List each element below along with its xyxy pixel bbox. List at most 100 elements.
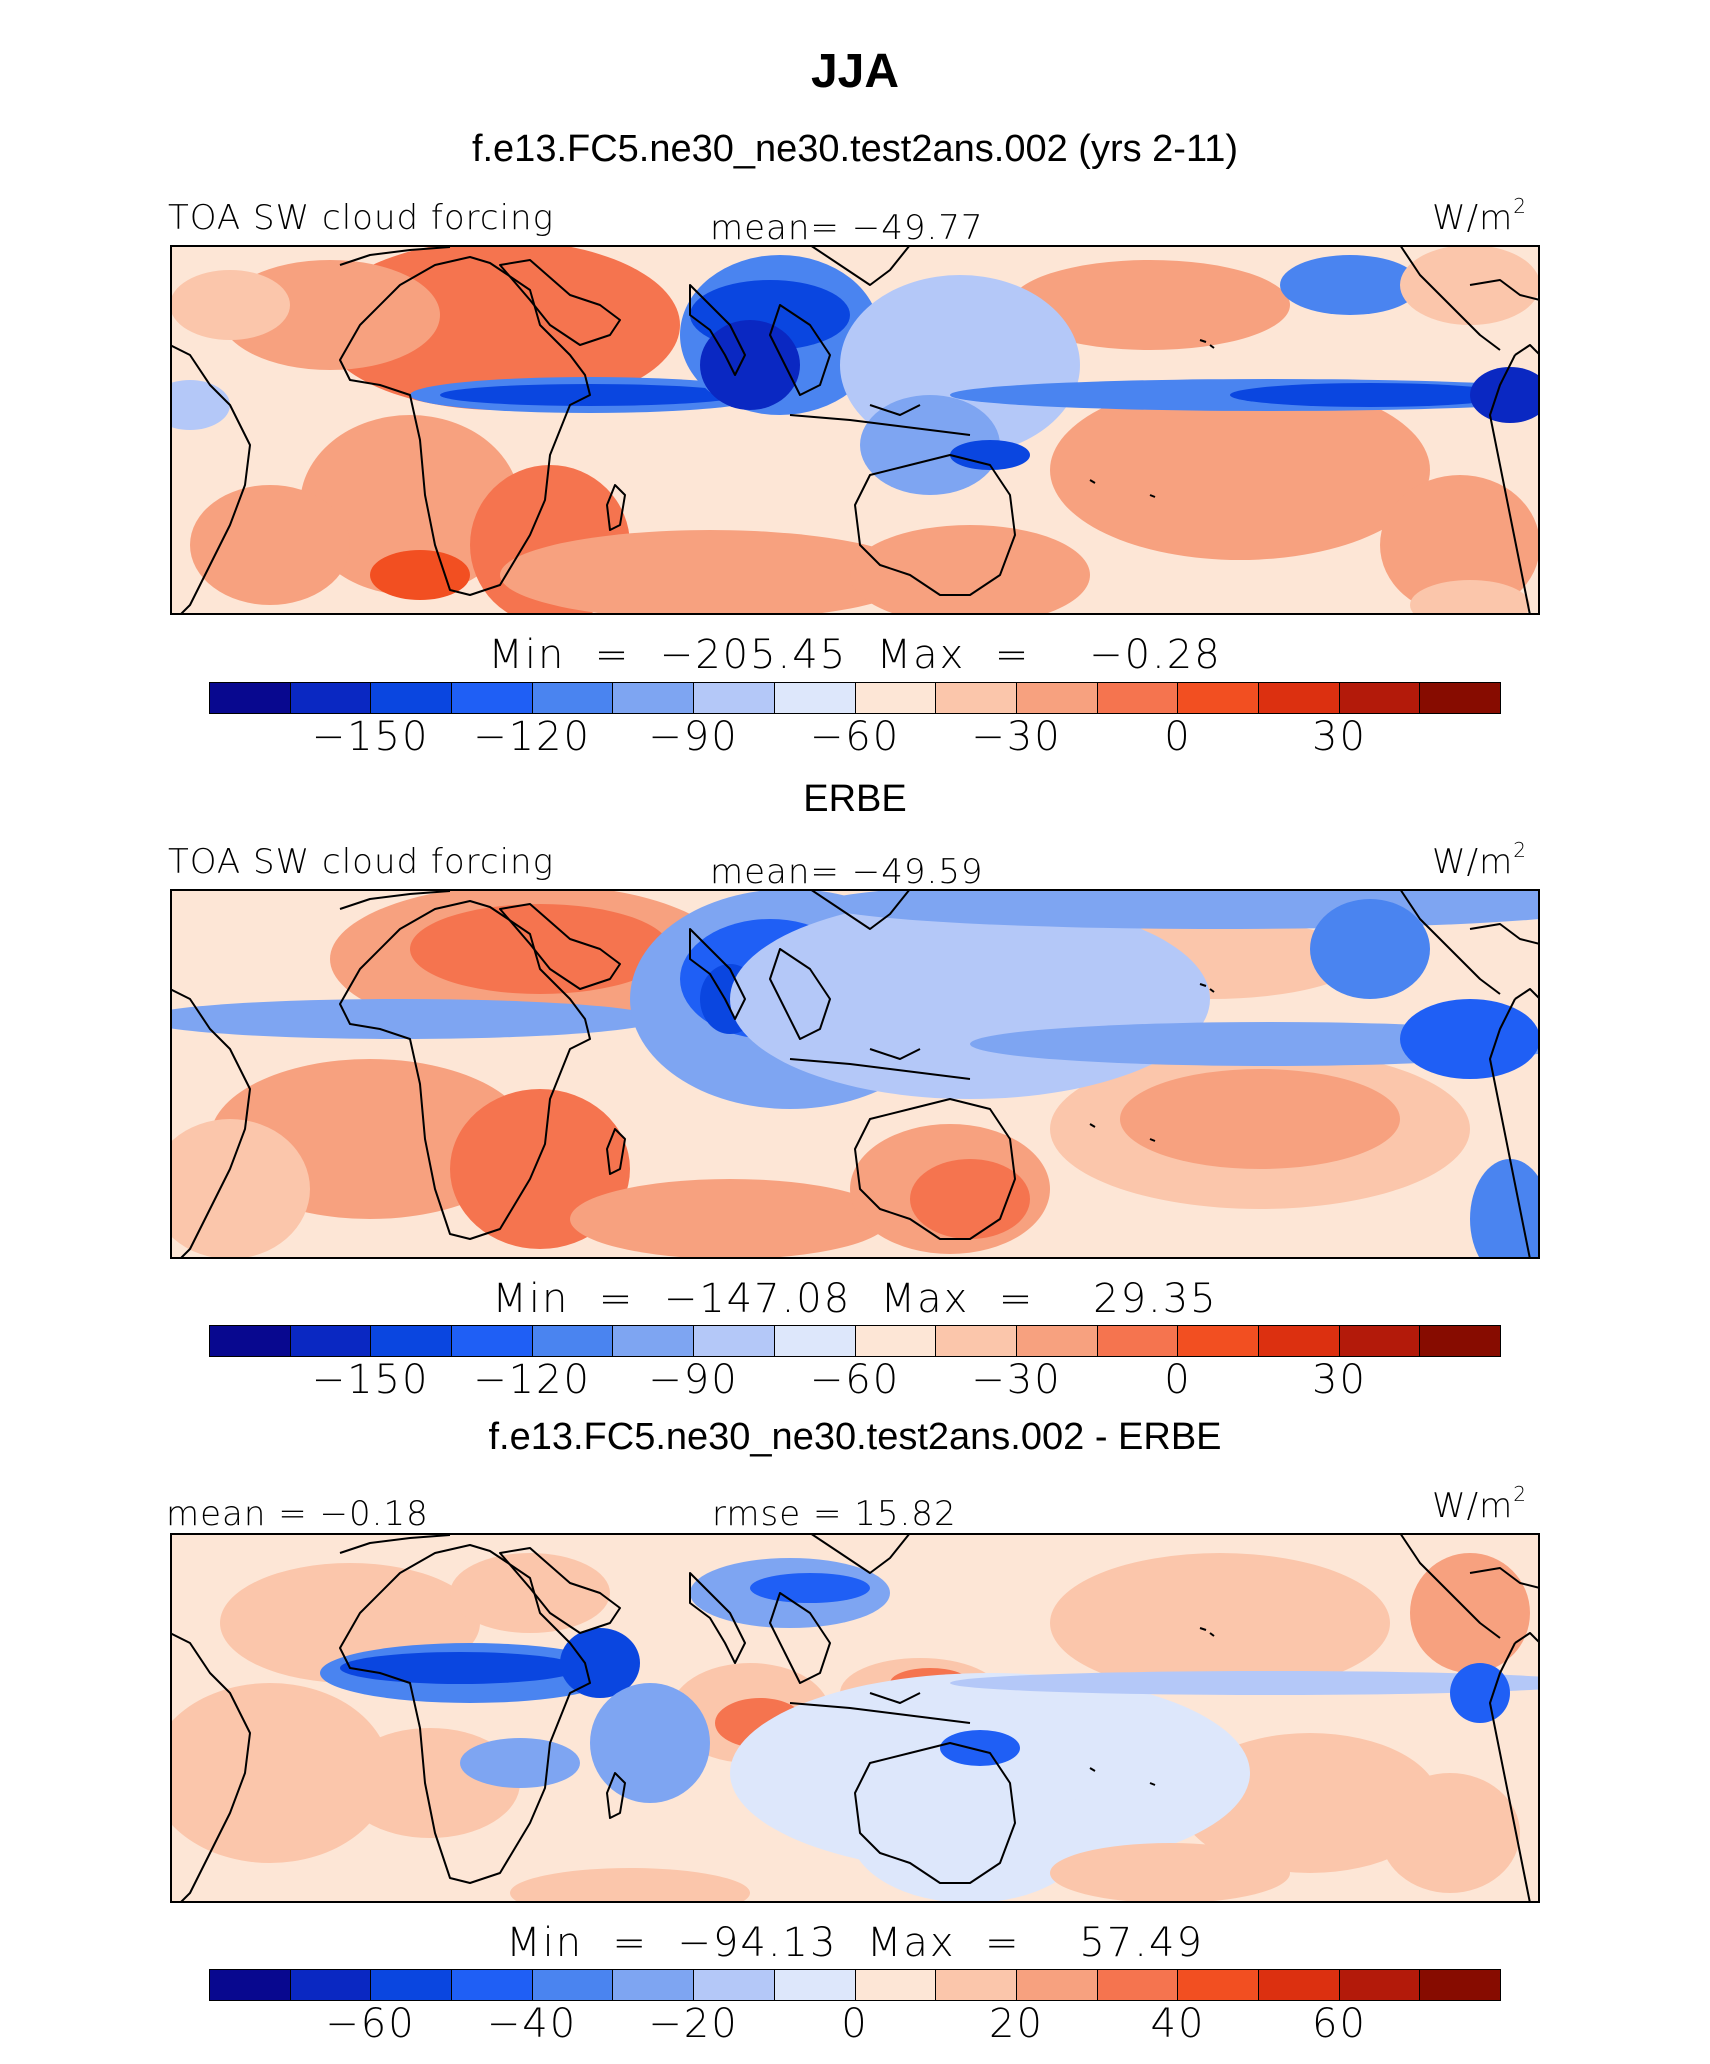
colorbar-box [694, 1970, 775, 2000]
coastline [689, 284, 746, 376]
colorbar-box [371, 1326, 453, 1356]
colorbar-tick-label: −120 [473, 1357, 591, 1403]
coastline [1514, 988, 1540, 1000]
colorbar-box [613, 683, 695, 713]
colorbar-box [1097, 1326, 1179, 1356]
coastline [1149, 494, 1156, 498]
map-frame [170, 1533, 1540, 1903]
contour-region [940, 1730, 1020, 1766]
contour-region [340, 1652, 580, 1684]
colorbar-box [1258, 683, 1340, 713]
colorbar-box [936, 1326, 1017, 1356]
colorbar-box [1339, 1970, 1421, 2000]
coastline [809, 245, 911, 286]
coastline [1399, 245, 1501, 351]
panel-2-variable-label: TOA SW cloud forcing [168, 842, 554, 882]
contour-region [590, 1683, 710, 1803]
colorbar-box [1178, 1970, 1259, 2000]
contour-region [510, 1868, 750, 1903]
contour-region [1450, 1663, 1510, 1723]
coastline [499, 1547, 621, 1634]
coastline [1199, 339, 1207, 343]
panel-1-minmax: Min = −205.45 Max = −0.28 [488, 632, 1222, 678]
coastline [339, 1534, 451, 1554]
colorbar-box [936, 683, 1017, 713]
panel-1-colorbar-ticks: −150 −120 −90 −60 −30 0 30 [0, 714, 1710, 764]
contour-region [460, 1738, 580, 1788]
coastline [769, 304, 831, 396]
colorbar-box [532, 683, 614, 713]
contour-region [1310, 899, 1430, 999]
contour-region [190, 485, 350, 605]
coastline [1209, 344, 1215, 349]
colorbar-box [371, 683, 453, 713]
contour-region [950, 440, 1030, 470]
coastline [339, 1544, 591, 1884]
colorbar-box [210, 1326, 291, 1356]
coastline [1399, 1533, 1501, 1639]
coastline [1514, 1632, 1540, 1644]
colorbar-box [290, 683, 372, 713]
coastline [1489, 1642, 1531, 1903]
coastline [854, 454, 1016, 596]
contour-region [850, 1763, 1090, 1903]
coastline [769, 948, 831, 1040]
colorbar-tick-label: −60 [325, 2001, 416, 2047]
contour-region [700, 320, 800, 410]
panel-2-colorbar [209, 1325, 1501, 1357]
colorbar-box [694, 683, 775, 713]
colorbar-box [1178, 683, 1259, 713]
coastline [789, 414, 971, 436]
coastline [1489, 354, 1531, 615]
colorbar-box [613, 1326, 695, 1356]
contour-region [750, 1573, 870, 1603]
coastline [1399, 889, 1501, 995]
contour-region [170, 1119, 310, 1259]
contour-region [1230, 383, 1510, 407]
colorbar-box [1258, 1326, 1340, 1356]
colorbar-box [855, 1326, 937, 1356]
contour-region [1010, 260, 1290, 350]
figure-title: JJA [810, 45, 900, 98]
coastline [854, 1742, 1016, 1884]
coastline [499, 903, 621, 990]
colorbar-box [936, 1970, 1017, 2000]
coastline [170, 988, 251, 1259]
colorbar-tick-label: 0 [1164, 714, 1192, 760]
coastline [499, 259, 621, 346]
map-frame [170, 889, 1540, 1259]
colorbar-box [1097, 683, 1179, 713]
coastline [769, 1592, 831, 1684]
colorbar-box [532, 1970, 614, 2000]
contour-region [370, 550, 470, 600]
contour-region [170, 380, 230, 430]
contour-region [170, 270, 290, 340]
contour-region [1120, 1069, 1400, 1169]
coastline [789, 1058, 971, 1080]
colorbar-box [855, 683, 937, 713]
contour-region [1280, 255, 1420, 315]
coastline [170, 344, 251, 615]
panel-1-variable-label: TOA SW cloud forcing [168, 198, 554, 238]
contour-region [410, 904, 670, 994]
panel-1-heading: f.e13.FC5.ne30_ne30.test2ans.002 (yrs 2-… [471, 128, 1239, 170]
colorbar-box [774, 1970, 856, 2000]
coastline [1089, 1123, 1096, 1128]
coastline [689, 1572, 746, 1664]
panel-2-mean-label: mean= −49.59 [710, 852, 984, 892]
contour-region [170, 999, 660, 1039]
contour-region [970, 1022, 1540, 1066]
coastline [1199, 983, 1207, 987]
panel-2-map [170, 889, 1540, 1259]
panel-2-minmax: Min = −147.08 Max = 29.35 [492, 1276, 1218, 1322]
coastline [869, 1692, 921, 1704]
colorbar-tick-label: −20 [648, 2001, 739, 2047]
contour-region [1050, 380, 1430, 560]
coastline [1469, 1567, 1540, 1589]
coastline [1149, 1138, 1156, 1142]
contour-region [1410, 580, 1530, 615]
coastline [1489, 998, 1531, 1259]
colorbar-tick-label: 40 [1150, 2001, 1206, 2047]
colorbar-box [210, 1970, 291, 2000]
colorbar-box [1016, 1326, 1098, 1356]
